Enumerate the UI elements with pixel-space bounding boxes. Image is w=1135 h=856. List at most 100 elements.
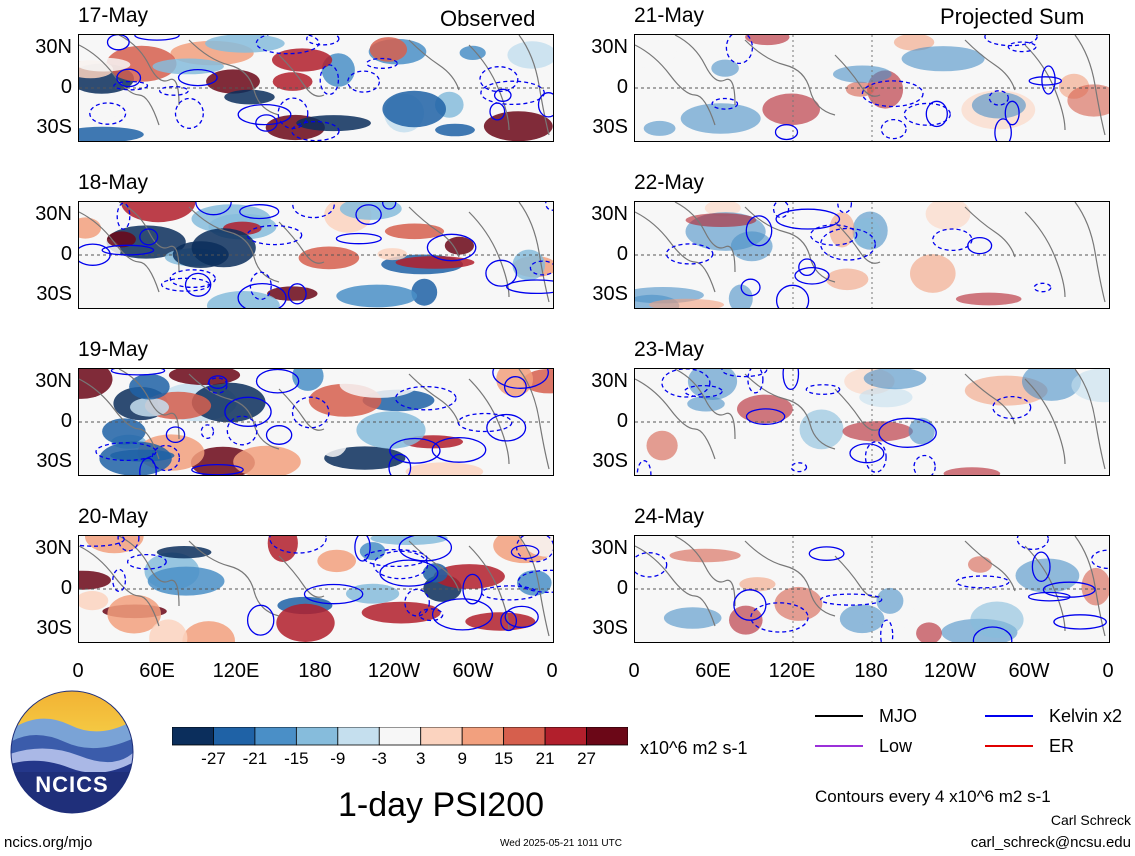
coastline	[188, 39, 280, 116]
anomaly-shading	[205, 35, 285, 53]
anomaly-shading	[971, 92, 1026, 119]
kelvin-contour	[95, 442, 157, 462]
map-panel	[634, 368, 1110, 476]
anomaly-shading	[317, 549, 357, 573]
colorbar	[171, 726, 629, 754]
anomaly-shading	[224, 89, 275, 105]
kelvin-contour	[354, 536, 371, 562]
anomaly-shading	[422, 563, 448, 583]
contour-note: Contours every 4 x10^6 m2 s-1	[815, 787, 1051, 806]
lat-tick-label: 30N	[591, 36, 628, 58]
lon-tick-label: 120W	[367, 660, 421, 682]
coastline	[468, 378, 510, 465]
kelvin-contour	[992, 395, 1032, 420]
kelvin-contour	[903, 102, 951, 126]
kelvin-contour	[112, 568, 127, 593]
anomaly-shading	[182, 621, 235, 642]
coastline	[468, 545, 510, 632]
kelvin-contour	[984, 35, 1038, 47]
panel-date-label: 21-May	[634, 4, 705, 27]
lat-tick-label: 30S	[592, 450, 628, 472]
colorbar-swatch	[378, 726, 422, 746]
kelvin-contour	[306, 35, 340, 46]
kelvin-contour	[480, 80, 545, 106]
colorbar-tick-label: -15	[284, 749, 309, 768]
anomaly-shading	[839, 604, 885, 634]
colorbar-tick-label: -27	[201, 749, 226, 768]
kelvin-contour	[79, 536, 125, 547]
lat-tick-label: 0	[60, 76, 72, 98]
kelvin-contour	[837, 202, 853, 214]
anomaly-shading	[207, 291, 280, 308]
coastline	[188, 206, 280, 283]
kelvin-contour	[747, 369, 764, 394]
kelvin-contour	[1028, 76, 1063, 86]
kelvin-contour	[503, 376, 527, 398]
kelvin-contour	[457, 412, 513, 433]
kelvin-contour	[861, 80, 924, 108]
lat-tick-label: 30S	[592, 116, 628, 138]
anomaly-shading	[635, 38, 677, 68]
lat-tick-label: 30S	[592, 283, 628, 305]
anomaly-shading	[826, 268, 869, 291]
coastline	[964, 540, 1016, 592]
colorbar-tick-label: 9	[457, 749, 467, 768]
anomaly-shading	[265, 202, 327, 210]
colorbar-tick-label: 21	[535, 749, 555, 768]
anomaly-shading	[129, 373, 170, 400]
anomaly-shading	[233, 445, 301, 475]
kelvin-contour	[335, 232, 382, 245]
anomaly-shading	[745, 35, 790, 46]
anomaly-shading	[739, 577, 776, 592]
coastline	[278, 54, 325, 97]
kelvin-contour	[200, 424, 215, 439]
coastline	[635, 378, 716, 460]
anomaly-shading	[339, 371, 419, 398]
lon-tick-label: 0	[72, 660, 84, 682]
lon-tick-label: 180	[854, 660, 888, 682]
kelvin-contour	[775, 208, 841, 230]
anomaly-shading	[435, 123, 475, 137]
anomaly-shading	[910, 254, 956, 293]
anomaly-shading	[272, 72, 313, 91]
coastline	[1074, 536, 1106, 637]
lat-tick-label: 30S	[36, 283, 72, 305]
coastline	[635, 545, 716, 627]
coastline	[1024, 378, 1066, 465]
anomaly-shading	[370, 536, 448, 545]
coastline	[1024, 211, 1066, 298]
panel-date-label: 24-May	[634, 505, 705, 528]
colorbar-swatch	[337, 726, 380, 746]
lat-tick-label: 30N	[591, 370, 628, 392]
anomaly-shading	[833, 65, 892, 83]
website-text: ncics.org/mjo	[4, 834, 93, 851]
coastline	[1074, 202, 1106, 303]
coastline	[834, 388, 881, 431]
anomaly-shading	[799, 409, 844, 450]
kelvin-contour	[287, 283, 307, 305]
kelvin-contour	[1053, 614, 1107, 630]
coastline	[834, 54, 881, 97]
lat-tick-label: 30N	[35, 36, 72, 58]
anomaly-shading	[395, 256, 475, 269]
kelvin-contour	[255, 35, 320, 55]
colorbar-swatch	[420, 726, 463, 746]
kelvin-contour	[431, 436, 487, 463]
lon-tick-label: 60E	[695, 660, 731, 682]
anomaly-shading	[687, 369, 738, 400]
lon-tick-label: 0	[546, 660, 558, 682]
anomaly-shading	[663, 607, 722, 629]
kelvin-contour	[994, 118, 1012, 141]
colorbar-swatch	[295, 726, 339, 746]
coastline	[744, 373, 836, 450]
anomaly-shading	[85, 536, 144, 554]
anomaly-shading	[1080, 57, 1109, 74]
anomaly-shading	[168, 369, 241, 385]
kelvin-contour	[808, 546, 845, 561]
lon-tick-label: 60E	[139, 660, 175, 682]
kelvin-contour	[151, 444, 181, 472]
kelvin-contour	[1033, 282, 1052, 293]
map-panel	[634, 535, 1110, 643]
kelvin-contour	[363, 548, 428, 568]
anomaly-shading	[1007, 205, 1037, 240]
